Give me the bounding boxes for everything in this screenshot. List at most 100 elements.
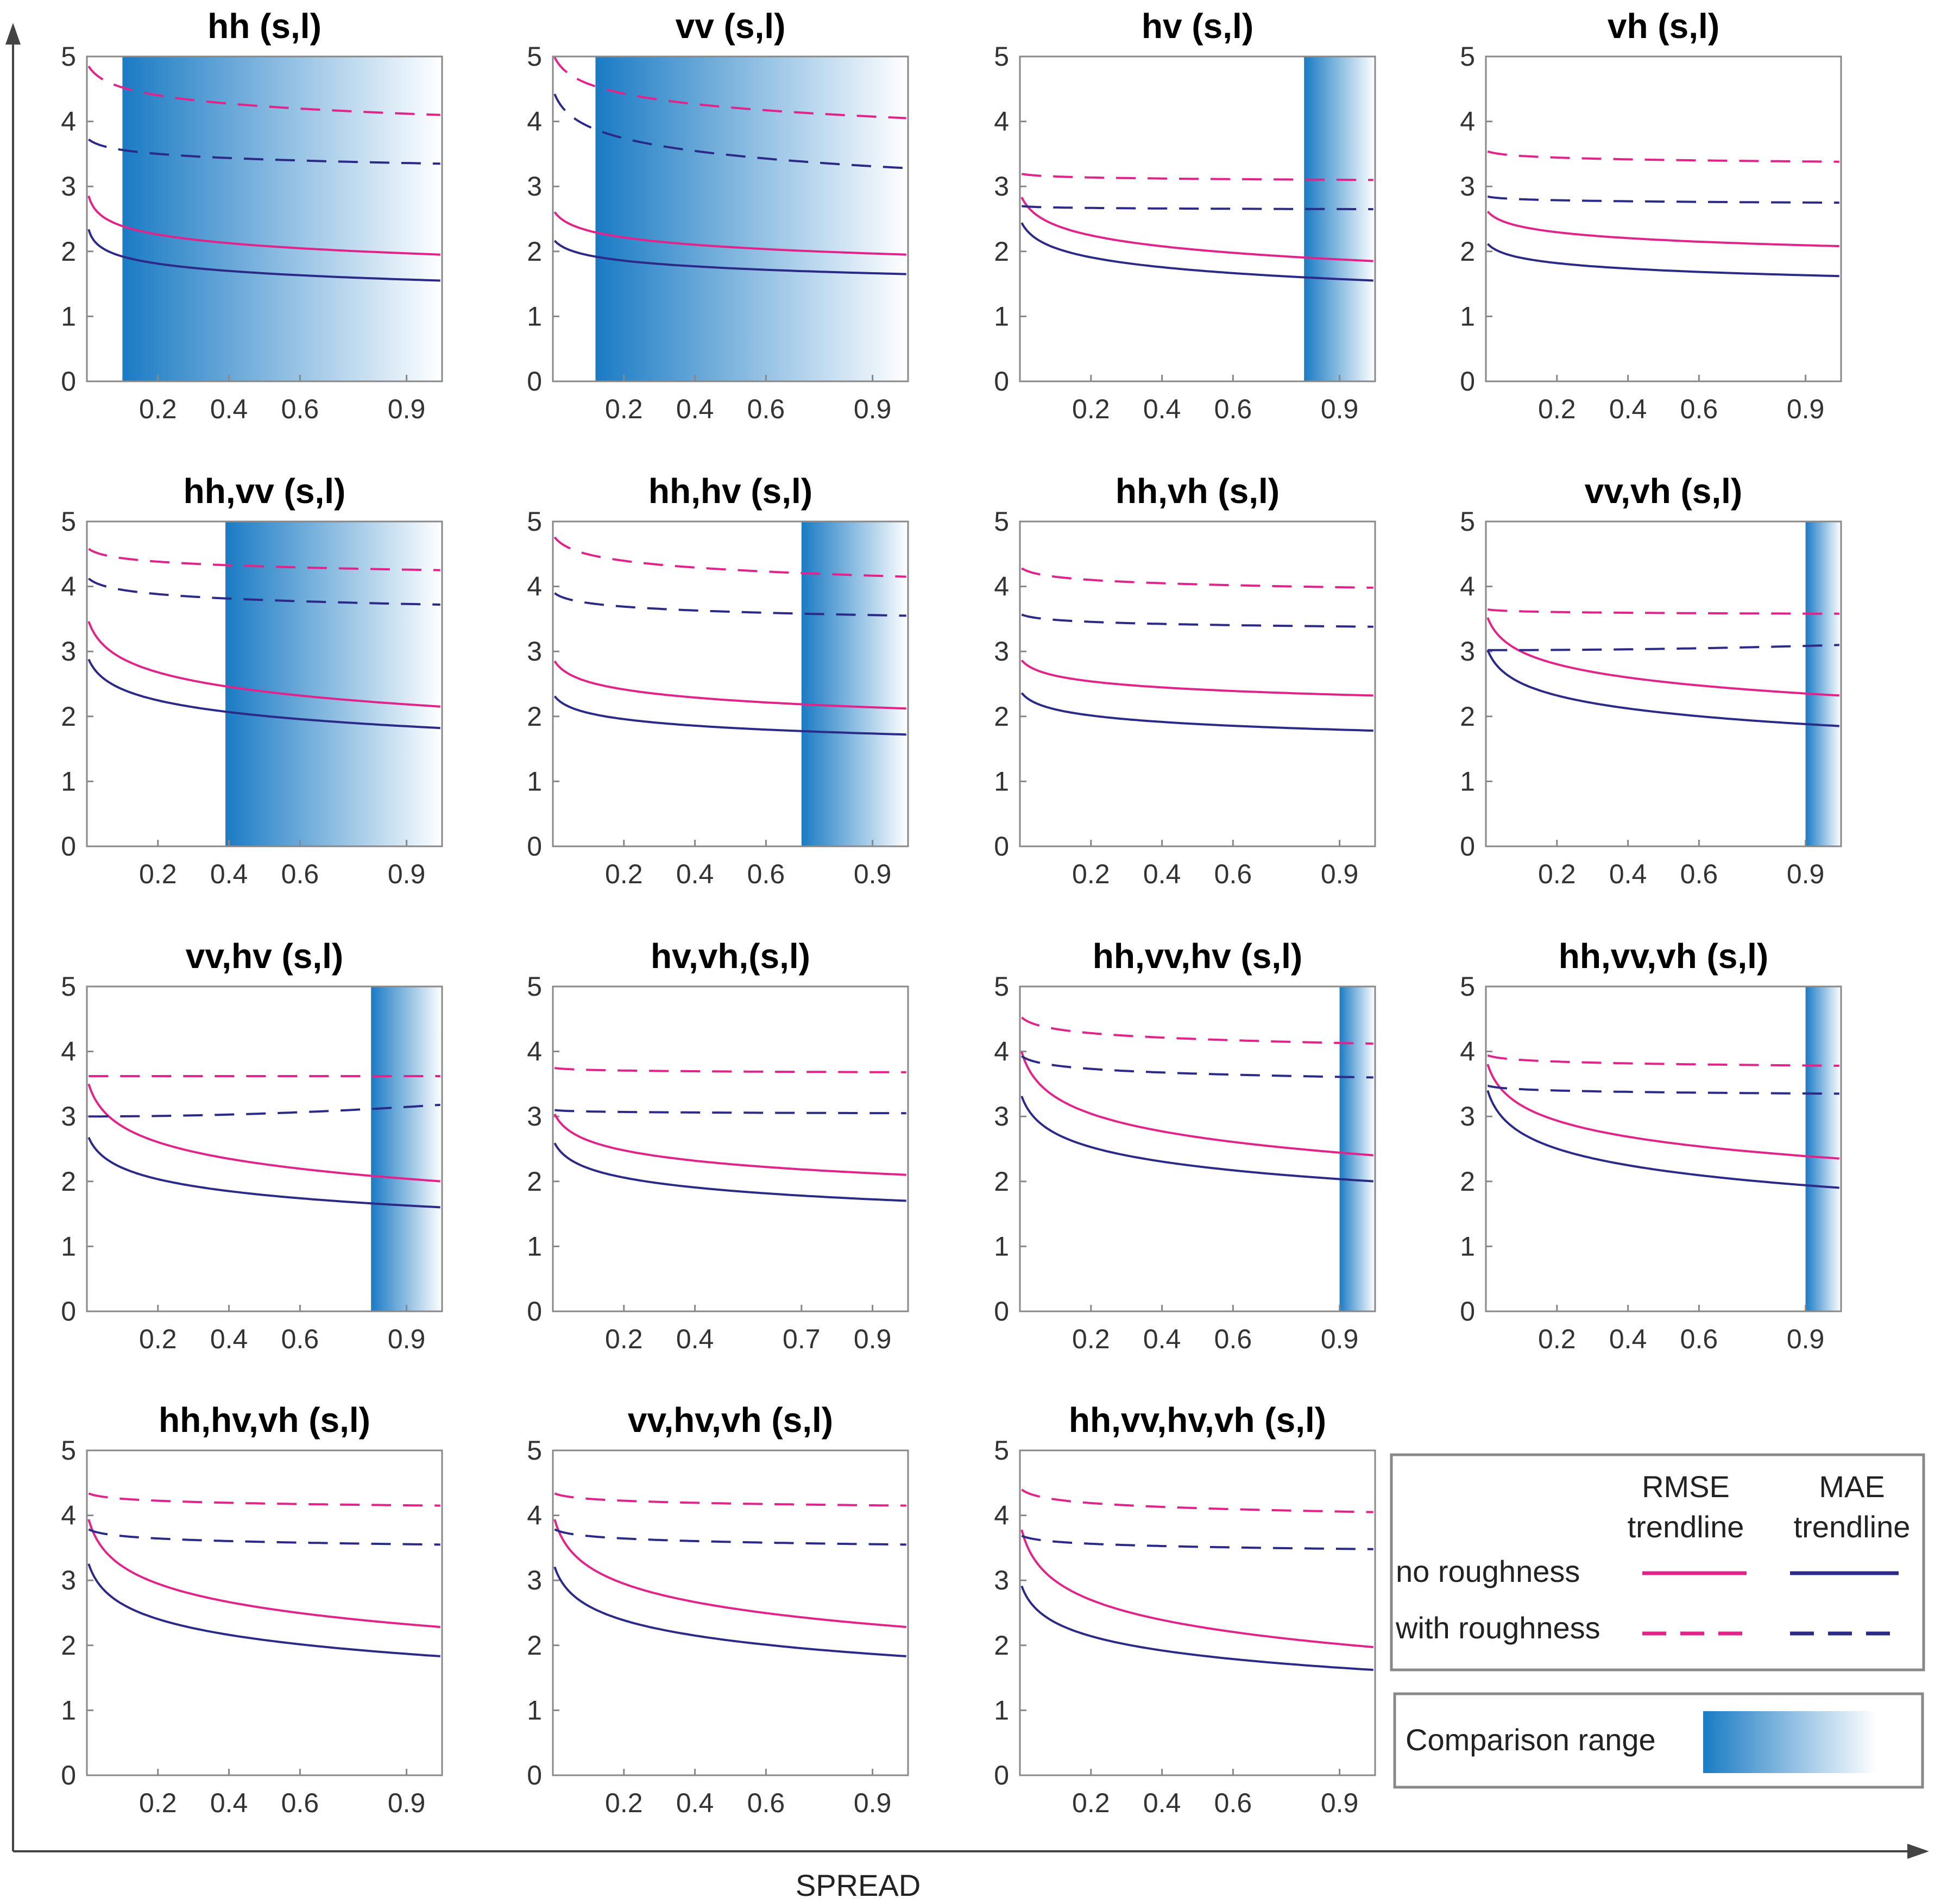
panel-hh-vv-hv-vh-s-l: hh,vv,hv,vh (s,l) 0 1 2 3 4 5 0.2 0.4 0.6 0.9 [994,1400,1376,1818]
x-tick-label: 0.9 [854,394,892,424]
y-tick-label: 4 [527,1500,542,1531]
y-tick-label: 0 [527,366,542,397]
comparison-band [225,521,442,846]
mae-with-roughness-line [1488,644,1839,651]
y-tick-label: 1 [994,301,1009,331]
comparison-band [1805,521,1841,846]
y-tick-label: 0 [1460,1296,1475,1327]
y-tick-label: 1 [527,1695,542,1725]
rmse-no-roughness-line [1486,1064,1839,1160]
plot-frame [1485,520,1842,847]
mae-with-roughness-line [1022,205,1373,211]
plot-frame [552,55,909,382]
y-tick-label: 1 [61,1231,76,1261]
x-tick-label: 0.6 [1680,394,1718,424]
y-tick-label: 5 [1460,971,1475,1002]
panel-title: hv,vh,(s,l) [651,937,810,976]
panel-title: hh,vv,hv (s,l) [1093,937,1302,976]
y-tick-label: 1 [61,301,76,331]
comparison-band [1805,986,1841,1311]
panel-hh-vh-s-l: hh,vh (s,l) 0 1 2 3 4 5 0.2 0.4 0.6 0.9 [994,472,1376,889]
rmse-with-roughness-line [88,1492,440,1507]
y-tick-label: 3 [994,1565,1009,1595]
y-tick-label: 2 [994,1630,1009,1661]
y-tick-label: 0 [994,831,1009,862]
y-tick-label: 1 [61,766,76,796]
rmse-with-roughness-line [1020,567,1373,589]
y-tick-label: 0 [1460,366,1475,397]
mae-no-roughness-line [87,229,440,282]
comparison-band [371,986,442,1311]
rmse-with-roughness-line [554,1492,906,1507]
mae-with-roughness-line [554,1528,906,1546]
y-tick-label: 2 [61,701,76,732]
rmse-with-roughness-line [554,1067,906,1073]
y-tick-label: 3 [527,171,542,202]
y-tick-label: 4 [1460,106,1475,137]
panel-vv-vh-s-l: vv,vh (s,l) 0 1 2 3 4 5 0.2 0.4 0.6 0.9 [1460,472,1842,889]
y-tick-label: 2 [61,1166,76,1197]
x-tick-label: 0.2 [1072,394,1110,424]
panel-vv-hv-vh-s-l: vv,hv,vh (s,l) 0 1 2 3 4 5 0.2 0.4 0.6 0.9 [527,1400,909,1818]
rmse-with-roughness-line [553,536,906,578]
x-tick-label: 0.9 [1321,859,1359,889]
y-tick-label: 5 [994,1435,1009,1466]
y-tick-label: 0 [994,1296,1009,1327]
y-tick-label: 3 [1460,636,1475,667]
x-tick-label: 0.9 [1787,1324,1825,1354]
y-tick-label: 0 [994,366,1009,397]
x-tick-label: 0.2 [139,394,177,424]
y-tick-label: 0 [994,1760,1009,1790]
y-tick-label: 1 [527,301,542,331]
rmse-with-roughness-line [1021,1488,1373,1513]
y-tick-label: 2 [527,1166,542,1197]
comparison-legend: Comparison range [1393,1692,1924,1789]
x-tick-label: 0.9 [388,394,426,424]
y-tick-label: 4 [994,106,1009,137]
panel-hv-vh-s-l: hv,vh,(s,l) 0 1 2 3 4 5 0.2 0.4 0.7 0.9 [527,937,909,1354]
comparison-band [595,56,908,381]
rmse-no-roughness-line [553,1519,906,1629]
y-tick-label: 1 [61,1695,76,1725]
plot-frame [86,1449,443,1776]
y-tick-label: 3 [994,1101,1009,1132]
y-tick-label: 1 [994,766,1009,796]
panels: hh (s,l) 0 1 2 3 4 5 0.2 0.4 0.6 0.9 vv (s,l) 0 1 2 3 4 5… [61,7,1842,1818]
y-tick-label: 3 [1460,1101,1475,1132]
mae-with-roughness-line [1020,1055,1373,1079]
y-tick-label: 4 [994,1036,1009,1067]
y-tick-label: 5 [61,41,76,72]
mae-with-roughness-line [1021,1535,1373,1550]
y-tick-label: 2 [527,236,542,267]
x-tick-label: 0.2 [1538,859,1576,889]
x-tick-label: 0.9 [388,1324,426,1354]
panel-hh-hv-vh-s-l: hh,hv,vh (s,l) 0 1 2 3 4 5 0.2 0.4 0.6 0.9 [61,1400,443,1818]
x-tick-label: 0.2 [1538,394,1576,424]
mae-no-roughness-line [1020,1585,1373,1671]
panel-title: hh,vv (s,l) [184,472,346,511]
y-tick-label: 0 [1460,831,1475,862]
mae-no-roughness-line [1486,649,1839,727]
x-tick-label: 0.6 [281,394,319,424]
y-tick-label: 4 [527,571,542,602]
panel-title: hh,vv,vh (s,l) [1559,937,1768,976]
y-tick-label: 0 [61,1296,76,1327]
comparison-band [122,56,442,381]
x-tick-label: 0.4 [676,1324,714,1354]
y-tick-label: 4 [1460,571,1475,602]
y-tick-label: 2 [994,1166,1009,1197]
comparison-band [801,521,908,846]
y-tick-label: 4 [527,106,542,137]
x-axis-label: SPREAD [796,1868,921,1902]
rmse-no-roughness-line [1020,1051,1373,1157]
y-tick-label: 5 [994,506,1009,537]
x-tick-label: 0.6 [747,394,785,424]
panel-title: hh (s,l) [207,7,322,46]
y-tick-label: 1 [1460,301,1475,331]
y-tick-label: 5 [994,41,1009,72]
mae-with-roughness-line [554,592,906,617]
mae-with-roughness-line [1488,195,1839,204]
panel-title: hh,hv,vh (s,l) [159,1400,370,1440]
rmse-no-roughness-line [1020,197,1373,262]
